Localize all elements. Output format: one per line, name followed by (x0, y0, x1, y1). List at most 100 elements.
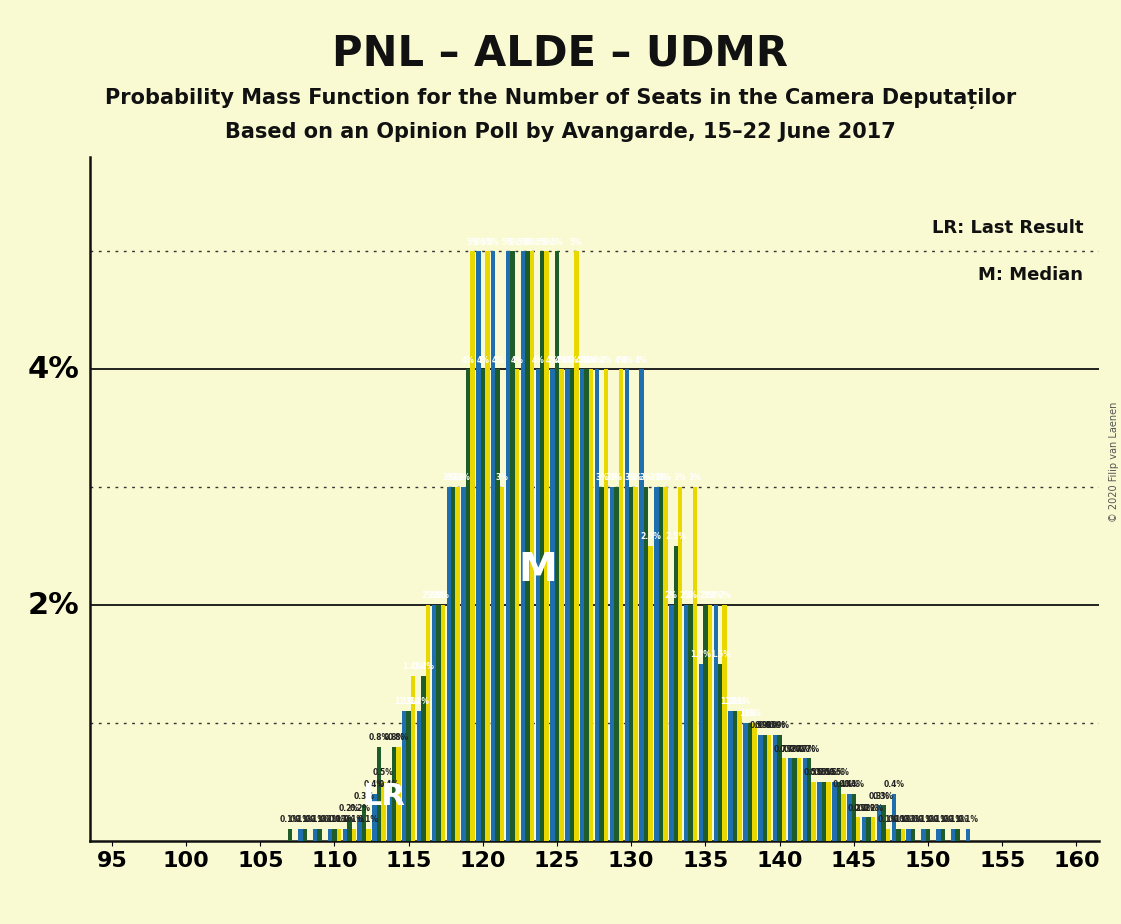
Text: 4%: 4% (585, 356, 597, 365)
Bar (781, 759, 786, 841)
Text: 2.5%: 2.5% (665, 532, 686, 541)
Bar (886, 829, 890, 841)
Bar (303, 829, 307, 841)
Text: 0.1%: 0.1% (343, 815, 364, 824)
Bar (462, 487, 466, 841)
Bar (396, 747, 400, 841)
Text: 1.5%: 1.5% (710, 650, 731, 660)
Text: 0.1%: 0.1% (305, 815, 326, 824)
Bar (911, 829, 916, 841)
Text: 0.2%: 0.2% (862, 804, 883, 812)
Text: 0.8%: 0.8% (383, 733, 405, 742)
Bar (936, 829, 941, 841)
Bar (352, 829, 356, 841)
Bar (729, 711, 733, 841)
Text: LR: Last Result: LR: Last Result (932, 219, 1083, 237)
Bar (288, 829, 293, 841)
Text: 3%: 3% (655, 473, 667, 482)
Bar (313, 829, 317, 841)
Text: 5%: 5% (472, 237, 484, 247)
Text: 3%: 3% (610, 473, 623, 482)
Bar (525, 251, 529, 841)
Text: 3%: 3% (674, 473, 687, 482)
Bar (758, 735, 762, 841)
Text: 0.8%: 0.8% (388, 733, 409, 742)
Text: 3%: 3% (659, 473, 671, 482)
Text: 3%: 3% (443, 473, 455, 482)
Text: 3%: 3% (640, 473, 652, 482)
Bar (417, 711, 421, 841)
Text: 4%: 4% (565, 356, 578, 365)
Bar (762, 735, 767, 841)
Bar (822, 782, 826, 841)
Bar (362, 806, 367, 841)
Text: 0.1%: 0.1% (928, 815, 948, 824)
Text: 5%: 5% (550, 237, 564, 247)
Bar (862, 817, 867, 841)
Text: 0.1%: 0.1% (358, 815, 379, 824)
Text: 0.7%: 0.7% (784, 745, 805, 754)
Text: PNL – ALDE – UDMR: PNL – ALDE – UDMR (333, 32, 788, 74)
Bar (298, 829, 303, 841)
Text: 0.1%: 0.1% (933, 815, 953, 824)
Bar (896, 829, 900, 841)
Text: 3%: 3% (650, 473, 663, 482)
Bar (664, 487, 668, 841)
Bar (540, 251, 545, 841)
Text: 5%: 5% (540, 237, 553, 247)
Text: 1.1%: 1.1% (398, 698, 419, 707)
Bar (752, 723, 757, 841)
Text: 0.1%: 0.1% (295, 815, 315, 824)
Text: 0.3%: 0.3% (869, 792, 889, 801)
Bar (476, 251, 481, 841)
Bar (714, 605, 719, 841)
Text: M: Median: M: Median (979, 266, 1083, 285)
Bar (719, 664, 722, 841)
Bar (600, 487, 604, 841)
Bar (550, 370, 555, 841)
Text: 1%: 1% (748, 710, 761, 718)
Text: 3%: 3% (629, 473, 642, 482)
Text: M: M (518, 551, 557, 589)
Bar (871, 817, 876, 841)
Bar (372, 794, 377, 841)
Bar (852, 794, 856, 841)
Bar (693, 487, 697, 841)
Bar (826, 782, 831, 841)
Text: 5%: 5% (507, 237, 519, 247)
Text: 2%: 2% (719, 591, 731, 601)
Text: 2%: 2% (703, 591, 716, 601)
Text: 3%: 3% (605, 473, 619, 482)
Text: 3%: 3% (495, 473, 509, 482)
Bar (555, 251, 559, 841)
Text: 0.3%: 0.3% (873, 792, 893, 801)
Text: 1.4%: 1.4% (413, 663, 434, 671)
Text: 0.9%: 0.9% (769, 721, 790, 730)
Text: © 2020 Filip van Laenen: © 2020 Filip van Laenen (1109, 402, 1119, 522)
Bar (466, 370, 470, 841)
Text: 5%: 5% (536, 237, 548, 247)
Text: 0.9%: 0.9% (750, 721, 771, 730)
Text: 0.9%: 0.9% (765, 721, 786, 730)
Text: 0.7%: 0.7% (779, 745, 800, 754)
Bar (411, 675, 416, 841)
Bar (891, 794, 896, 841)
Bar (841, 794, 845, 841)
Bar (703, 605, 707, 841)
Text: 0.4%: 0.4% (883, 780, 905, 789)
Text: 0.1%: 0.1% (902, 815, 924, 824)
Text: 2%: 2% (665, 591, 678, 601)
Text: 4%: 4% (462, 356, 474, 365)
Bar (698, 664, 703, 841)
Bar (387, 794, 391, 841)
Bar (648, 546, 652, 841)
Bar (836, 782, 841, 841)
Bar (536, 370, 540, 841)
Text: 1.5%: 1.5% (691, 650, 712, 660)
Bar (743, 723, 748, 841)
Text: 5%: 5% (569, 237, 583, 247)
Text: 0.7%: 0.7% (773, 745, 795, 754)
Bar (545, 251, 549, 841)
Bar (520, 251, 525, 841)
Text: Based on an Opinion Poll by Avangarde, 15–22 June 2017: Based on an Opinion Poll by Avangarde, 1… (225, 122, 896, 142)
